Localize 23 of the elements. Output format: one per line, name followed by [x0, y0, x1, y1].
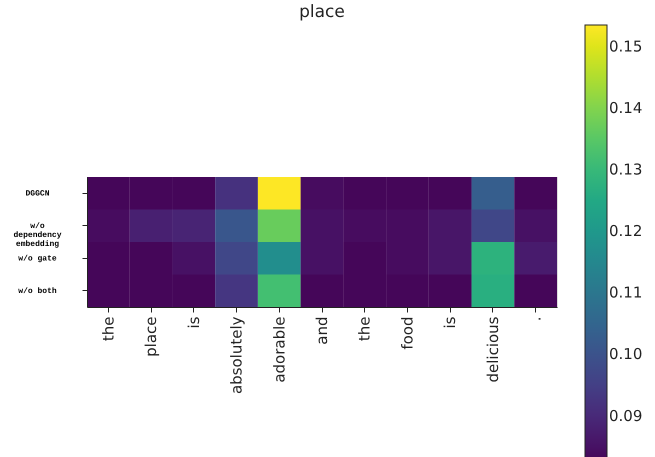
color-bar-label: 0.14: [609, 99, 642, 118]
color-bar-label: 0.10: [609, 345, 642, 364]
x-tick-label: and: [313, 316, 331, 345]
color-bar-label: 0.13: [609, 160, 642, 179]
x-tick-label: the: [356, 316, 374, 342]
x-tick-label: absolutely: [228, 316, 246, 394]
color-bar-label: 0.09: [609, 406, 642, 425]
x-tick-label: food: [398, 316, 416, 350]
x-tick-label: adorable: [270, 316, 288, 383]
y-tick-label: w/o both: [18, 286, 57, 296]
y-tick-label: DGGCN: [25, 189, 50, 198]
y-tick-label: w/o dependency embedding: [13, 222, 62, 249]
x-tick-label: the: [99, 316, 118, 342]
color-bar-label: 0.15: [609, 38, 642, 56]
color-bar-label: 0.11: [609, 284, 642, 302]
x-tick-label: is: [184, 316, 203, 328]
x-tick-label: delicious: [484, 316, 502, 382]
x-tick-label: place: [142, 316, 160, 357]
x-tick-label: .: [526, 316, 545, 322]
color-bar-label: 0.12: [609, 222, 642, 240]
x-tick-label: is: [441, 316, 460, 328]
y-tick-label: w/o gate: [18, 254, 57, 264]
chart-title: place: [299, 2, 345, 22]
